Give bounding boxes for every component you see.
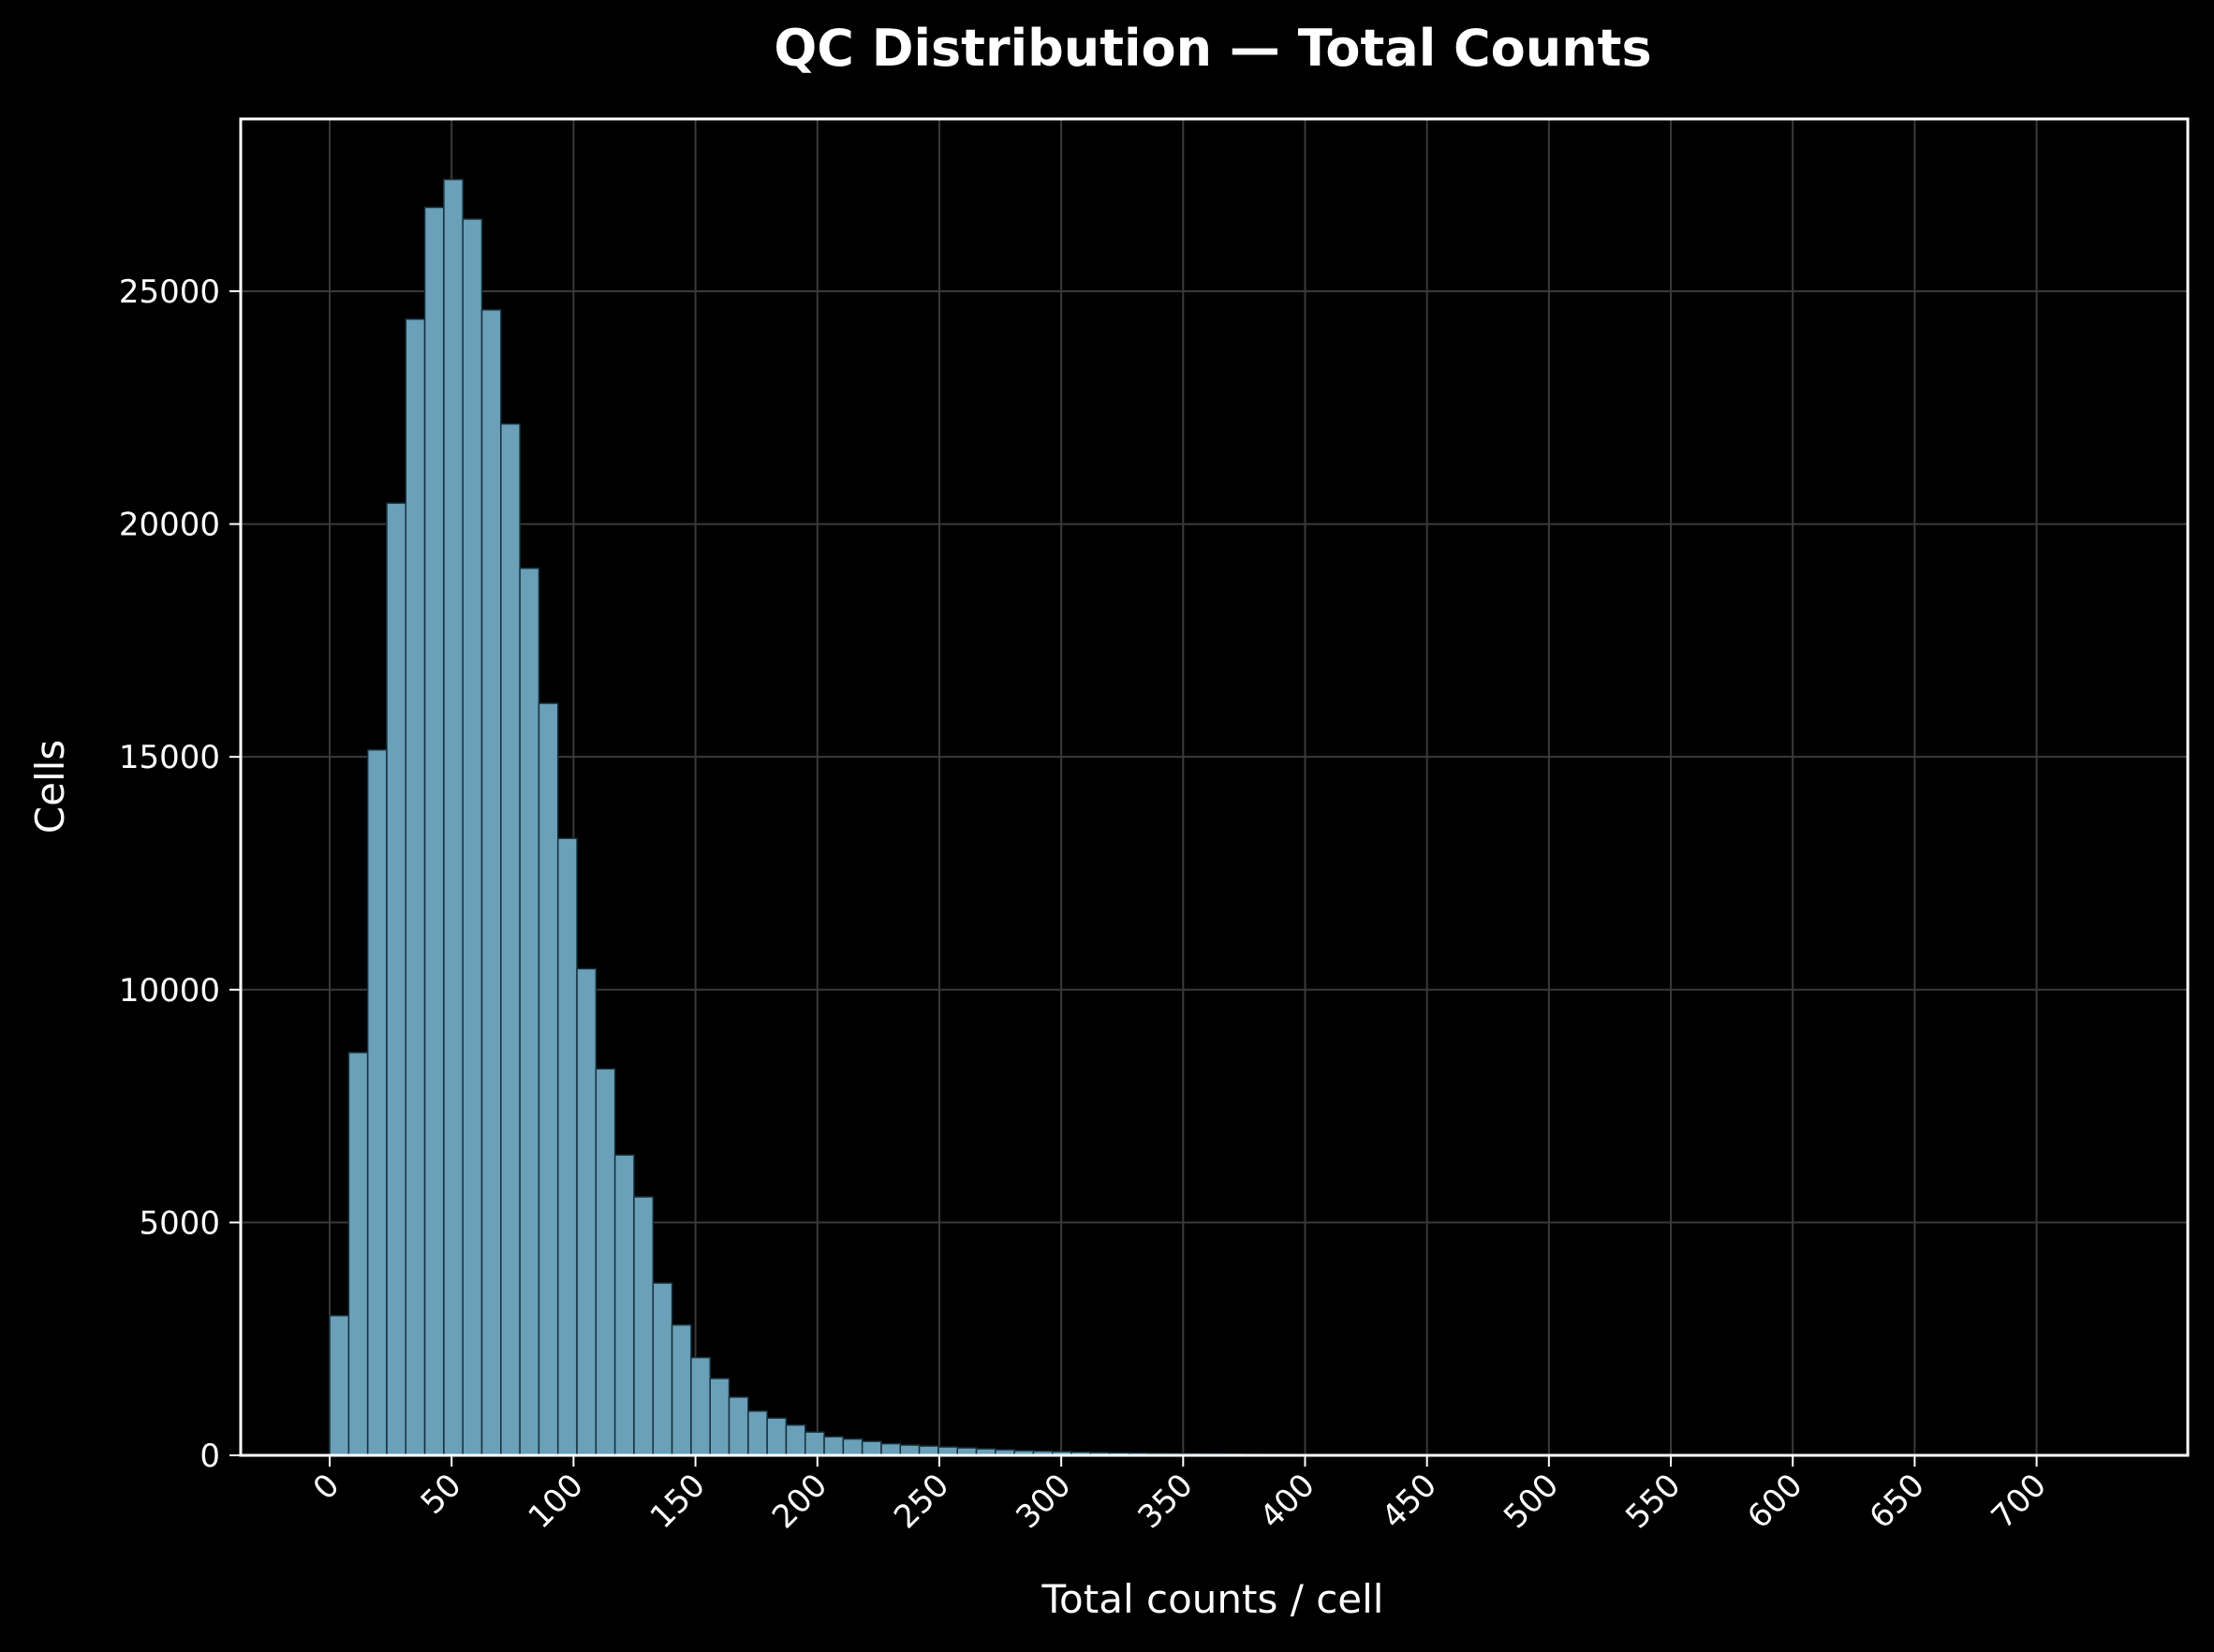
histogram-bar — [690, 1356, 711, 1456]
chart-title: QC Distribution — Total Counts — [774, 19, 1651, 78]
y-tick-label: 25000 — [119, 273, 220, 311]
y-axis-label: Cells — [27, 740, 73, 833]
x-tick-label: 450 — [1375, 1467, 1444, 1536]
histogram-bar — [861, 1440, 882, 1456]
histogram-bar — [747, 1410, 768, 1456]
x-tick-label: 50 — [414, 1467, 469, 1522]
histogram-bar — [405, 318, 426, 1456]
bars — [329, 178, 1301, 1456]
histogram-bar — [804, 1431, 825, 1456]
histogram-bar — [519, 568, 540, 1456]
histogram-bar — [652, 1282, 673, 1456]
histogram-bar — [671, 1324, 692, 1456]
y-tick-label: 15000 — [119, 739, 220, 776]
histogram-bar — [785, 1423, 806, 1456]
y-tick-label: 20000 — [119, 507, 220, 544]
histogram-bar — [423, 206, 445, 1456]
histogram-bar — [347, 1052, 369, 1456]
x-tick-label: 500 — [1497, 1467, 1566, 1536]
histogram-bar — [386, 502, 407, 1456]
histogram-bar — [899, 1444, 921, 1456]
x-tick-label: 600 — [1740, 1467, 1809, 1536]
y-tick-label: 5000 — [139, 1204, 220, 1242]
histogram-bar — [709, 1378, 731, 1456]
x-tick-label: 250 — [887, 1467, 956, 1536]
histogram-bar — [595, 1068, 616, 1456]
histogram-bar — [766, 1417, 788, 1456]
x-tick-label: 350 — [1130, 1467, 1200, 1536]
histogram-bar — [728, 1396, 749, 1456]
y-axis-ticks: 0 5000 10000 15000 20000 25000 — [119, 273, 241, 1475]
x-tick-label: 100 — [522, 1467, 591, 1536]
x-tick-label: 700 — [1985, 1467, 2054, 1536]
histogram-bar — [842, 1438, 863, 1456]
y-tick-label: 0 — [199, 1438, 220, 1475]
gridlines — [241, 119, 2188, 1456]
histogram-bar — [613, 1154, 635, 1456]
x-tick-label: 150 — [643, 1467, 713, 1536]
histogram-bar — [480, 309, 502, 1456]
histogram-bar — [633, 1196, 655, 1456]
histogram-bar — [462, 218, 483, 1456]
x-tick-label: 550 — [1618, 1467, 1688, 1536]
histogram-bar — [823, 1436, 845, 1456]
histogram-bar — [576, 967, 598, 1456]
x-axis-ticks: 0 50 100 150 200 250 300 350 400 450 500 550 600 650 7… — [306, 1455, 2054, 1536]
x-tick-label: 300 — [1009, 1467, 1078, 1536]
histogram-bar — [366, 748, 388, 1456]
x-tick-label: 400 — [1253, 1467, 1322, 1536]
histogram-bar — [500, 422, 521, 1456]
histogram-bar — [443, 178, 464, 1456]
histogram-bar — [880, 1442, 902, 1456]
histogram-bar — [329, 1315, 350, 1456]
plot-frame — [239, 117, 2190, 1457]
y-tick-label: 10000 — [119, 972, 220, 1010]
histogram-bar — [538, 702, 559, 1456]
x-axis-label: Total counts / cell — [1041, 1576, 1384, 1622]
x-tick-label: 200 — [765, 1467, 834, 1536]
x-tick-label: 0 — [306, 1467, 347, 1508]
x-tick-label: 650 — [1863, 1467, 1932, 1536]
histogram-bar — [556, 837, 578, 1456]
